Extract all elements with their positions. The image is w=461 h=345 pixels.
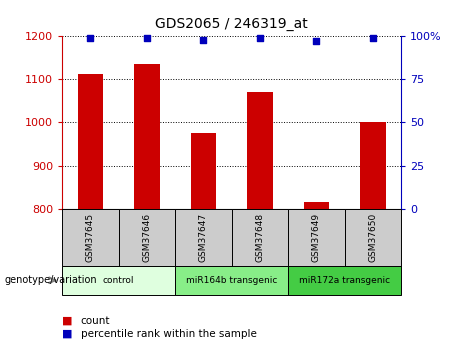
Text: GSM37645: GSM37645 xyxy=(86,213,95,262)
Text: miR172a transgenic: miR172a transgenic xyxy=(299,276,390,285)
Point xyxy=(143,35,151,41)
Point xyxy=(200,37,207,42)
Text: miR164b transgenic: miR164b transgenic xyxy=(186,276,278,285)
Bar xyxy=(288,266,401,295)
Text: GSM37648: GSM37648 xyxy=(255,213,265,262)
Text: control: control xyxy=(103,276,135,285)
Bar xyxy=(175,266,288,295)
Text: percentile rank within the sample: percentile rank within the sample xyxy=(81,329,257,338)
Bar xyxy=(360,122,385,209)
Bar xyxy=(118,209,175,266)
Bar xyxy=(344,209,401,266)
Point xyxy=(369,35,377,41)
Point xyxy=(313,39,320,44)
Text: GSM37646: GSM37646 xyxy=(142,213,152,262)
Bar xyxy=(175,209,231,266)
Bar xyxy=(304,202,329,209)
Text: GSM37650: GSM37650 xyxy=(368,213,378,262)
Bar xyxy=(78,74,103,209)
Bar xyxy=(134,64,160,209)
Point xyxy=(256,35,264,41)
Bar xyxy=(191,133,216,209)
Text: ■: ■ xyxy=(62,329,73,338)
Text: count: count xyxy=(81,316,110,326)
Bar xyxy=(62,266,175,295)
Text: genotype/variation: genotype/variation xyxy=(5,275,97,285)
Text: ■: ■ xyxy=(62,316,73,326)
Bar xyxy=(62,209,118,266)
Bar xyxy=(231,209,288,266)
Bar xyxy=(247,92,272,209)
Text: GSM37647: GSM37647 xyxy=(199,213,208,262)
Point xyxy=(87,35,94,41)
Bar xyxy=(288,209,344,266)
Text: GSM37649: GSM37649 xyxy=(312,213,321,262)
Title: GDS2065 / 246319_at: GDS2065 / 246319_at xyxy=(155,17,308,31)
